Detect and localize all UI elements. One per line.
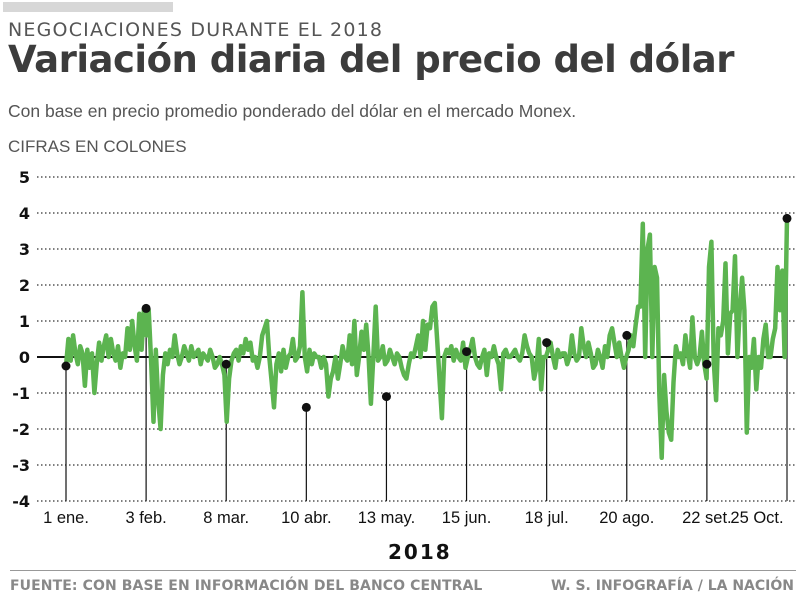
date-markers xyxy=(65,218,788,501)
marker-dot xyxy=(782,213,792,223)
marker-dots xyxy=(61,213,792,412)
x-tick-label: 10 abr. xyxy=(281,509,331,527)
x-tick-label: 18 jul. xyxy=(525,509,569,527)
units-label: CIFRAS EN COLONES xyxy=(8,137,187,156)
marker-dot xyxy=(381,392,391,402)
footer-divider xyxy=(10,570,796,571)
y-tick-label: -2 xyxy=(12,420,30,439)
series-line xyxy=(63,216,790,461)
y-tick-label: 5 xyxy=(19,168,30,187)
marker-dot xyxy=(141,303,151,313)
marker-dot xyxy=(61,361,71,371)
chart-title: Variación diaria del precio del dólar xyxy=(8,38,734,81)
marker-dot xyxy=(622,330,632,340)
line-chart: 5 4 3 2 1 0 -1 -2 -3 -4 1 ene. 3 feb. 8 mar. 10 abr.… xyxy=(12,168,795,527)
x-tick-label: 13 may. xyxy=(358,509,415,527)
marker-dot xyxy=(221,359,231,369)
y-tick-label: 3 xyxy=(19,240,30,259)
x-tick-label: 22 set. xyxy=(682,509,732,527)
x-tick-label: 8 mar. xyxy=(203,509,249,527)
x-axis-ticks: 1 ene. 3 feb. 8 mar. 10 abr. 13 may. 15 jun. 1… xyxy=(43,509,784,527)
y-tick-label: -3 xyxy=(12,456,30,475)
y-tick-label: -1 xyxy=(12,384,30,403)
y-tick-label: 4 xyxy=(19,204,30,223)
x-axis-label: 2018 xyxy=(388,540,452,564)
top-accent-bar xyxy=(3,2,173,12)
credit-note: W. S. INFOGRAFÍA / LA NACIÓN xyxy=(550,578,794,594)
y-tick-label: 0 xyxy=(19,348,30,367)
source-note: FUENTE: CON BASE EN INFORMACIÓN DEL BANC… xyxy=(10,578,483,594)
x-tick-label: 25 Oct. xyxy=(730,509,783,527)
y-tick-label: 1 xyxy=(19,312,30,331)
y-axis-ticks: 5 4 3 2 1 0 -1 -2 -3 -4 xyxy=(12,168,30,511)
marker-dot xyxy=(702,359,712,369)
x-tick-label: 1 ene. xyxy=(43,509,89,527)
marker-dot xyxy=(301,402,311,412)
kicker: NEGOCIACIONES DURANTE EL 2018 xyxy=(8,19,384,41)
chart-subtitle: Con base en precio promedio ponderado de… xyxy=(8,101,577,121)
marker-dot xyxy=(462,347,472,357)
series-line-path xyxy=(63,216,790,461)
y-tick-label: -4 xyxy=(12,492,30,511)
y-tick-label: 2 xyxy=(19,276,30,295)
marker-dot xyxy=(542,338,552,348)
x-tick-label: 3 feb. xyxy=(125,509,166,527)
x-tick-label: 15 jun. xyxy=(442,509,492,527)
x-tick-label: 20 ago. xyxy=(599,509,654,527)
